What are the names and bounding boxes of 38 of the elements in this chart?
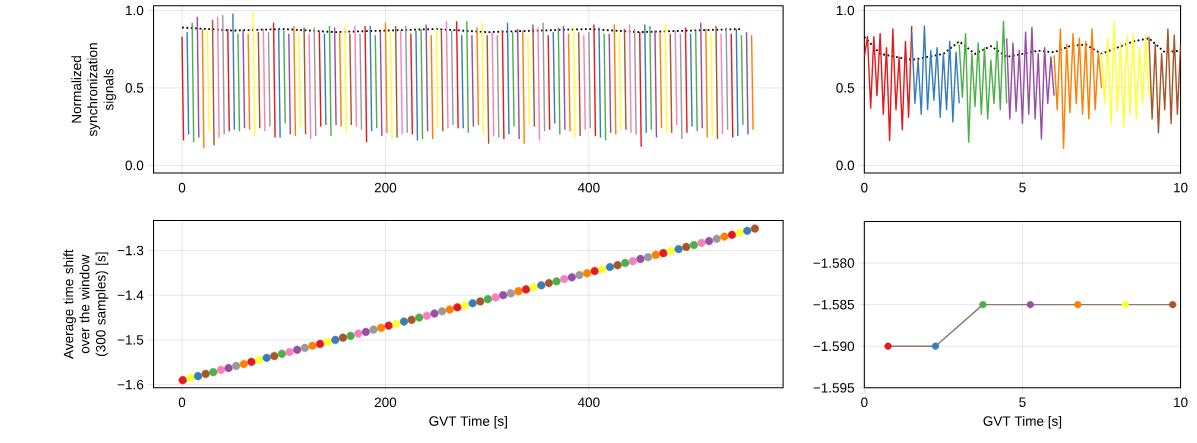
y-tick-label: −1.3 — [117, 245, 144, 256]
line-series — [864, 25, 913, 142]
x-tick-label: 5 — [1019, 182, 1026, 193]
line-series — [1148, 28, 1181, 134]
x-tick-label: 10 — [1174, 182, 1188, 193]
y-tick-label: 1.0 — [836, 5, 855, 16]
x-tick-label: 200 — [374, 182, 397, 193]
line-series — [958, 20, 1008, 143]
line-series — [911, 25, 960, 123]
x-axis-title: GVT Time [s] — [983, 415, 1062, 429]
x-tick-label: 400 — [577, 397, 600, 408]
y-tick-label: −1.6 — [117, 379, 144, 390]
y-tick-label: −1.590 — [813, 341, 855, 352]
y-tick-label: 0.0 — [125, 160, 144, 171]
line-series — [1100, 20, 1150, 128]
y-tick-label: −1.4 — [117, 290, 144, 300]
y-tick-label: 0.5 — [836, 83, 855, 93]
x-tick-label: 0 — [178, 397, 186, 408]
x-axis-title: GVT Time [s] — [429, 415, 507, 429]
line-series — [864, 35, 1181, 61]
y-axis-title: Average time shift over the window (300 samples) [s] — [63, 249, 109, 359]
y-tick-label: −1.585 — [813, 299, 855, 310]
x-tick-label: 0 — [861, 397, 868, 408]
y-axis-title: Normalized synchronization signals — [71, 43, 117, 137]
x-tick-label: 10 — [1174, 397, 1188, 408]
line-series — [1053, 28, 1103, 150]
x-tick-label: 0 — [178, 182, 186, 193]
x-tick-label: 5 — [1019, 397, 1026, 407]
y-tick-label: −1.5 — [117, 335, 144, 345]
x-tick-label: 400 — [577, 182, 600, 193]
line-series — [1005, 26, 1055, 140]
x-tick-label: 0 — [861, 182, 868, 193]
y-tick-label: −1.595 — [813, 383, 855, 393]
y-tick-label: 1.0 — [126, 5, 144, 16]
y-tick-label: −1.580 — [813, 258, 855, 268]
y-tick-label: 0.5 — [125, 83, 144, 93]
x-tick-label: 200 — [374, 397, 397, 408]
y-tick-label: 0.0 — [836, 160, 855, 171]
